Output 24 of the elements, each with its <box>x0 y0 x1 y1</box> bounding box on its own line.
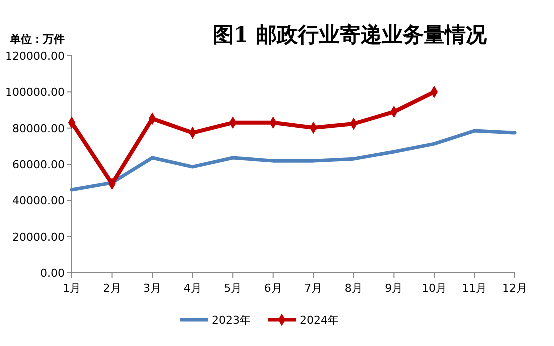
legend-label: 2024年 <box>300 314 339 327</box>
y-axis-title: 单位：万件 <box>9 33 65 46</box>
x-tick-label: 5月 <box>224 282 242 295</box>
y-tick-label: 60000.00 <box>12 158 65 172</box>
line-series <box>70 129 517 192</box>
y-tick-label: 120000.00 <box>6 50 65 63</box>
x-tick-label: 8月 <box>344 282 363 295</box>
x-tick-label: 12月 <box>502 282 528 295</box>
y-tick-label: 0.00 <box>40 267 65 280</box>
y-tick-label: 20000.00 <box>12 230 65 244</box>
chart-title: 图1 邮政行业寄递业务量情况 <box>213 22 488 47</box>
y-tick-label: 40000.00 <box>12 194 65 208</box>
x-tick-label: 9月 <box>385 282 404 295</box>
x-tick-label: 11月 <box>462 282 488 295</box>
x-tick-label: 10月 <box>422 282 447 295</box>
x-tick-label: 7月 <box>304 282 323 295</box>
legend-label: 2023年 <box>212 314 251 327</box>
x-tick-label: 1月 <box>63 282 81 295</box>
x-tick-label: 6月 <box>264 282 282 295</box>
x-tick-label: 3月 <box>144 282 162 295</box>
x-tick-label: 2月 <box>103 282 122 295</box>
x-tick-label: 4月 <box>184 282 202 295</box>
y-tick-label: 80000.00 <box>12 122 65 136</box>
y-tick-label: 100000.00 <box>6 86 65 100</box>
